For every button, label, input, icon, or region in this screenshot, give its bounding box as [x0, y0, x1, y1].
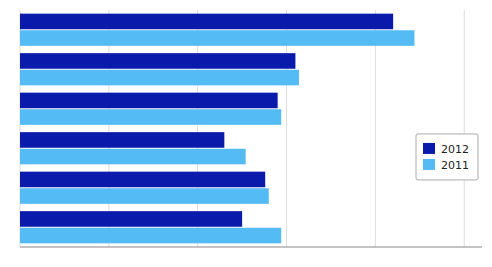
bar [20, 30, 414, 46]
chart: 2012 2011 [0, 0, 492, 267]
grid [20, 10, 464, 247]
bar [20, 211, 242, 227]
legend: 2012 2011 [416, 134, 478, 180]
bar [20, 70, 299, 86]
bar [20, 188, 269, 204]
legend-label: 2011 [441, 159, 469, 172]
bar [20, 228, 281, 244]
grid-line [464, 10, 465, 247]
bars [20, 14, 414, 244]
bar [20, 132, 224, 148]
bar [20, 53, 295, 69]
chart-container: 2012 2011 [0, 0, 492, 267]
x-axis-line [20, 247, 482, 248]
bar [20, 149, 246, 165]
bar [20, 172, 265, 188]
bar [20, 109, 281, 125]
bar [20, 14, 393, 30]
bar [20, 93, 278, 109]
legend-frame [416, 134, 478, 180]
legend-swatch [423, 159, 435, 170]
legend-swatch [423, 143, 435, 154]
legend-label: 2012 [441, 143, 469, 156]
